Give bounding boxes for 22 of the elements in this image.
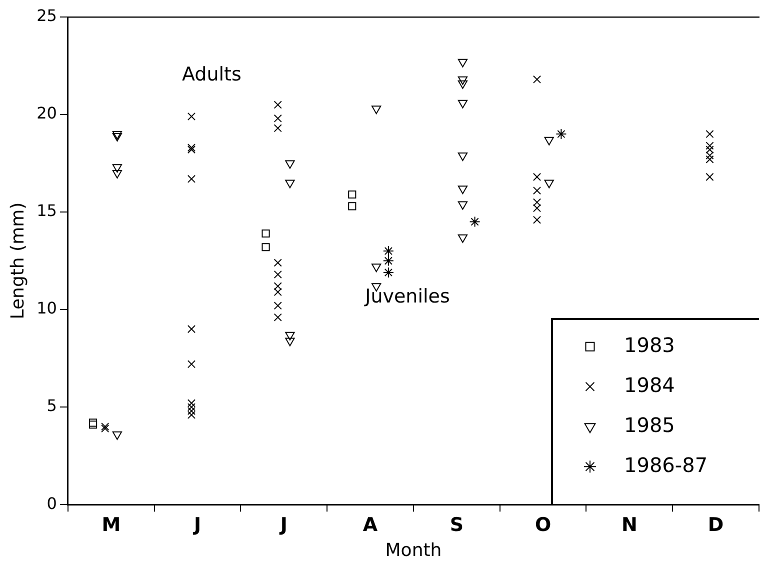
legend-label: 1984 <box>624 372 675 397</box>
legend-label: 1986-87 <box>624 452 708 477</box>
y-tick-label: 10 <box>36 298 57 318</box>
annotation: Juveniles <box>364 285 450 308</box>
y-tick-label: 5 <box>46 396 57 416</box>
x-tick-label: J <box>192 514 202 536</box>
x-tick-label: J <box>278 514 288 536</box>
y-axis-title: Length (mm) <box>7 202 28 320</box>
x-tick-label: A <box>362 514 378 536</box>
legend-label: 1983 <box>624 332 675 357</box>
x-tick-label: M <box>102 514 121 536</box>
y-tick-label: 25 <box>36 6 57 26</box>
y-tick-label: 0 <box>46 494 57 513</box>
legend-label: 1985 <box>624 412 675 437</box>
x-tick-label: S <box>450 514 464 536</box>
x-tick-label: N <box>621 514 638 536</box>
annotation: Adults <box>182 63 242 86</box>
x-tick-label: O <box>534 514 552 536</box>
x-axis-title: Month <box>385 540 442 561</box>
x-tick-label: D <box>708 514 724 536</box>
y-tick-label: 15 <box>36 201 57 220</box>
y-tick-label: 20 <box>36 104 57 123</box>
